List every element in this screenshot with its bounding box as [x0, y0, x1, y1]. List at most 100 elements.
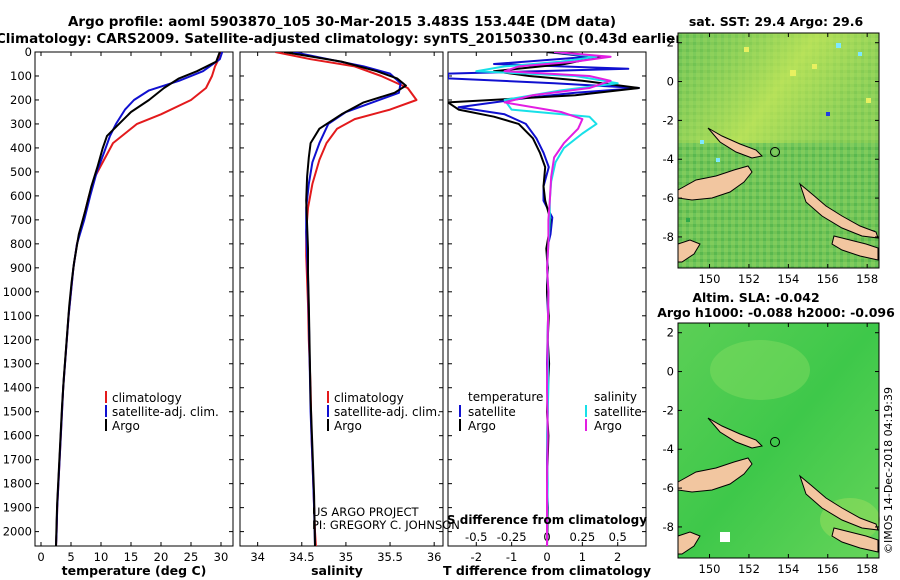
temperature-axis-label: temperature (deg C): [62, 563, 207, 578]
sla-map-frame: [677, 322, 880, 559]
map-y-tick-label: -4: [663, 152, 674, 166]
map-y-tick-label: -2: [663, 403, 674, 417]
map-y-tick-label: -8: [663, 520, 674, 534]
legend-label-climatology: climatology: [112, 391, 182, 405]
difference-legend-temperature: temperature satellite Argo: [459, 390, 543, 433]
map-x-tick-label: 150: [699, 562, 721, 576]
sla-map-ticks: 150 152 154 156 158 2 0 -2 -4 -6 -8: [663, 323, 879, 576]
sst-land: [677, 127, 879, 263]
x-tick-label: 25: [184, 550, 199, 564]
sst-map: sat. SST: 29.4 Argo: 29.6 150 152 154 156 15…: [663, 14, 880, 286]
depth-tick-label: 1500: [3, 405, 32, 419]
temperature-lines: [55, 52, 224, 546]
difference-panel: -2 -1 0 1 2 -0.5 -0.25 0 0.25 0.5 S difference f…: [443, 51, 651, 578]
x-tick-label: 0: [37, 550, 44, 564]
depth-tick-label: 700: [10, 213, 32, 227]
project-label: US ARGO PROJECT: [312, 505, 420, 519]
imos-credit: ©IMOS 14-Dec-2018 04:19:39: [882, 387, 895, 554]
series-line-t-argo: [448, 52, 640, 546]
salinity-panel: 34 34.5 35 35.5 36 salinity climatology sate…: [239, 51, 460, 578]
depth-tick-label: 500: [10, 165, 32, 179]
southeast-landmass: [831, 235, 879, 261]
map-y-tick-label: -8: [663, 230, 674, 244]
map-y-tick-label: 2: [667, 326, 674, 340]
legend-label-t-satellite: satellite: [468, 405, 516, 419]
map-x-tick-label: 158: [856, 562, 878, 576]
x-tick-label: 35.5: [377, 550, 403, 564]
depth-tick-label: 2000: [3, 525, 32, 539]
temperature-axis-ticks: 0 5 10 15 20 25 30: [37, 52, 228, 564]
sst-map-title: sat. SST: 29.4 Argo: 29.6: [689, 14, 864, 29]
figure-title-line1: Argo profile: aoml 5903870_105 30-Mar-20…: [68, 14, 616, 30]
depth-tick-label: 1100: [3, 309, 32, 323]
difference-legend-salinity: salinity satellite Argo: [585, 390, 642, 433]
map-y-tick-label: 2: [667, 36, 674, 50]
sst-map-ticks: 150 152 154 156 158 2 0 -2 -4 -6 -8: [663, 33, 879, 286]
legend-label-s-argo: Argo: [594, 419, 622, 433]
x-tick-label: 5: [67, 550, 74, 564]
sst-map-frame: [677, 32, 880, 269]
depth-tick-label: 0: [25, 45, 32, 59]
legend-label-s-satellite: satellite: [594, 405, 642, 419]
legend-title-temperature: temperature: [468, 390, 543, 404]
x-tick-label: 35: [339, 550, 354, 564]
s-tick-label: 0.5: [609, 530, 627, 544]
white-patch: [720, 532, 730, 542]
map-x-tick-label: 154: [777, 272, 799, 286]
series-line-climatology: [275, 52, 418, 546]
sst-warm-overlay: [678, 33, 879, 143]
legend-label-t-argo: Argo: [468, 419, 496, 433]
salinity-axis-ticks: 34 34.5 35 35.5 36: [250, 52, 441, 564]
new-britain-landmass: [677, 165, 753, 201]
depth-tick-label: 800: [10, 237, 32, 251]
salinity-legend: climatology satellite-adj. clim. Argo: [327, 391, 441, 433]
temperature-panel: 0100200300400500600700800900100011001200…: [3, 45, 234, 578]
series-line-s-argo: [503, 52, 612, 546]
small-island: [770, 147, 780, 157]
depth-tick-label: 900: [10, 261, 32, 275]
depth-tick-label: 600: [10, 189, 32, 203]
x-tick-label: 2: [614, 550, 621, 564]
figure-title-line2: Climatology: CARS2009. Satellite-adjuste…: [0, 31, 688, 47]
depth-axis-ticks: 0 100 200 300 400 500 600 700 800 900 1000 1100 1200…: [3, 45, 233, 539]
x-tick-label: 20: [154, 550, 169, 564]
map-x-tick-label: 156: [817, 562, 839, 576]
depth-tick-label: 1600: [3, 429, 32, 443]
salinity-depth-ticks: [240, 51, 443, 533]
legend-label-climatology: climatology: [334, 391, 404, 405]
x-tick-label: 1: [579, 550, 586, 564]
s-difference-axis-label: S difference from climatology: [447, 513, 647, 527]
t-difference-axis-label: T difference from climatology: [443, 563, 651, 578]
depth-tick-label: 1200: [3, 333, 32, 347]
depth-tick-label: 1000: [3, 285, 32, 299]
t-difference-axis-ticks: -2 -1 0 1 2: [471, 52, 621, 564]
x-tick-label: -1: [506, 550, 517, 564]
depth-tick-label: 1800: [3, 477, 32, 491]
x-tick-label: 0: [543, 550, 550, 564]
map-x-tick-label: 154: [777, 562, 799, 576]
map-y-tick-label: -6: [663, 191, 674, 205]
map-x-tick-label: 150: [699, 272, 721, 286]
x-tick-label: 36: [427, 550, 442, 564]
map-y-tick-label: -4: [663, 442, 674, 456]
s-difference-axis-ticks: -0.5 -0.25 0 0.25 0.5: [465, 530, 627, 544]
depth-tick-label: 1400: [3, 381, 32, 395]
series-line-satellite-adj-clim-: [55, 52, 224, 546]
salinity-axis-label: salinity: [311, 563, 363, 578]
salinity-lines: [275, 52, 418, 546]
legend-label-argo: Argo: [112, 419, 140, 433]
map-y-tick-label: 0: [667, 75, 674, 89]
s-tick-label: -0.5: [465, 530, 487, 544]
map-x-tick-label: 152: [738, 562, 760, 576]
x-tick-label: 34: [250, 550, 265, 564]
sla-map: Altim. SLA: -0.042 Argo h1000: -0.088 h2…: [657, 290, 895, 576]
depth-tick-label: 100: [10, 69, 32, 83]
x-tick-label: 15: [124, 550, 139, 564]
legend-label-argo: Argo: [334, 419, 362, 433]
map-x-tick-label: 152: [738, 272, 760, 286]
s-tick-label: 0.25: [570, 530, 596, 544]
salinity-plot-frame: [239, 51, 444, 547]
depth-tick-label: 1700: [3, 453, 32, 467]
solomon-landmass: [798, 182, 879, 239]
